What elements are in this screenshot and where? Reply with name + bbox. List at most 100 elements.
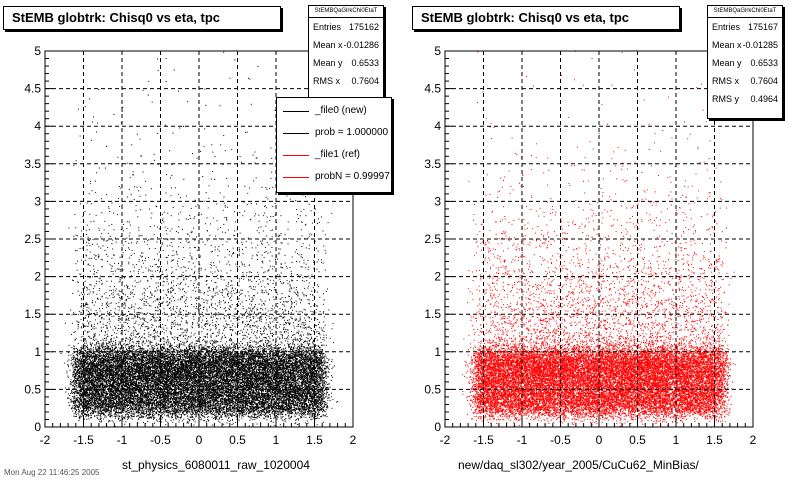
- data-point: [111, 396, 113, 398]
- data-point: [105, 363, 107, 365]
- data-point: [166, 406, 168, 408]
- data-point: [153, 407, 155, 409]
- data-point: [305, 355, 306, 357]
- data-point: [189, 345, 191, 347]
- data-point: [215, 312, 217, 314]
- data-point: [107, 391, 109, 393]
- data-point: [311, 234, 313, 236]
- data-point: [186, 394, 188, 396]
- data-point: [280, 215, 282, 217]
- data-point: [127, 395, 129, 397]
- data-point: [272, 410, 274, 412]
- data-point: [149, 382, 151, 383]
- data-point: [183, 400, 184, 402]
- data-point: [320, 403, 322, 404]
- data-point: [105, 291, 107, 293]
- data-point: [89, 284, 91, 286]
- data-point: [268, 349, 270, 351]
- data-point: [189, 390, 191, 392]
- data-point: [229, 326, 231, 328]
- data-point: [304, 410, 306, 412]
- data-point: [90, 373, 92, 375]
- data-point: [240, 278, 242, 280]
- data-point: [225, 415, 227, 417]
- data-point: [88, 365, 90, 367]
- data-point: [254, 370, 255, 372]
- data-point: [152, 370, 153, 372]
- data-point: [212, 250, 213, 252]
- data-point: [193, 377, 195, 379]
- data-point: [224, 353, 226, 354]
- data-point: [262, 370, 264, 372]
- data-point: [136, 349, 138, 351]
- data-point: [130, 386, 132, 388]
- data-point: [234, 288, 236, 290]
- data-point: [92, 384, 94, 385]
- data-point: [107, 398, 109, 400]
- data-point: [253, 295, 254, 297]
- data-point: [259, 318, 261, 320]
- data-point: [142, 354, 144, 356]
- data-point: [125, 373, 127, 374]
- data-point: [277, 343, 279, 345]
- data-point: [207, 420, 209, 422]
- data-point: [279, 248, 281, 250]
- data-point: [98, 404, 99, 405]
- data-point: [107, 360, 109, 362]
- data-point: [263, 399, 265, 401]
- data-point: [150, 359, 151, 361]
- data-point: [201, 368, 203, 370]
- data-point: [284, 254, 286, 256]
- data-point: [136, 363, 138, 365]
- data-point: [103, 418, 105, 420]
- data-point: [193, 359, 195, 361]
- data-point: [163, 308, 165, 310]
- data-point: [159, 406, 161, 408]
- data-point: [188, 420, 190, 422]
- data-point: [243, 413, 245, 415]
- data-point: [121, 110, 123, 112]
- data-point: [124, 302, 126, 304]
- data-point: [93, 265, 95, 267]
- data-point: [229, 298, 231, 300]
- data-point: [163, 346, 165, 348]
- data-point: [173, 391, 175, 393]
- data-point: [250, 366, 252, 368]
- data-point: [282, 354, 284, 356]
- data-point: [241, 366, 243, 368]
- data-point: [181, 391, 182, 393]
- data-point: [201, 349, 203, 351]
- data-point: [301, 280, 303, 282]
- data-point: [113, 379, 115, 380]
- data-point: [294, 394, 296, 396]
- data-point: [270, 403, 272, 405]
- data-point: [214, 394, 216, 395]
- data-point: [316, 353, 317, 355]
- data-point: [86, 307, 88, 309]
- data-point: [241, 352, 243, 354]
- data-point: [283, 366, 285, 368]
- data-point: [263, 348, 265, 350]
- data-point: [211, 390, 213, 392]
- data-point: [77, 374, 78, 376]
- data-point: [239, 333, 241, 335]
- data-point: [138, 372, 140, 374]
- data-point: [256, 411, 258, 413]
- data-point: [96, 416, 98, 418]
- data-point: [261, 406, 263, 408]
- data-point: [160, 376, 162, 378]
- data-point: [268, 371, 270, 372]
- data-point: [216, 395, 218, 397]
- data-point: [129, 387, 131, 389]
- data-point: [205, 414, 207, 416]
- data-point: [323, 327, 325, 329]
- data-point: [270, 389, 272, 391]
- data-point: [229, 316, 230, 318]
- data-point: [252, 417, 254, 418]
- data-point: [159, 377, 161, 379]
- data-point: [137, 395, 139, 397]
- data-point: [129, 370, 131, 372]
- data-point: [237, 399, 239, 401]
- data-point: [214, 178, 216, 180]
- data-point: [211, 303, 213, 305]
